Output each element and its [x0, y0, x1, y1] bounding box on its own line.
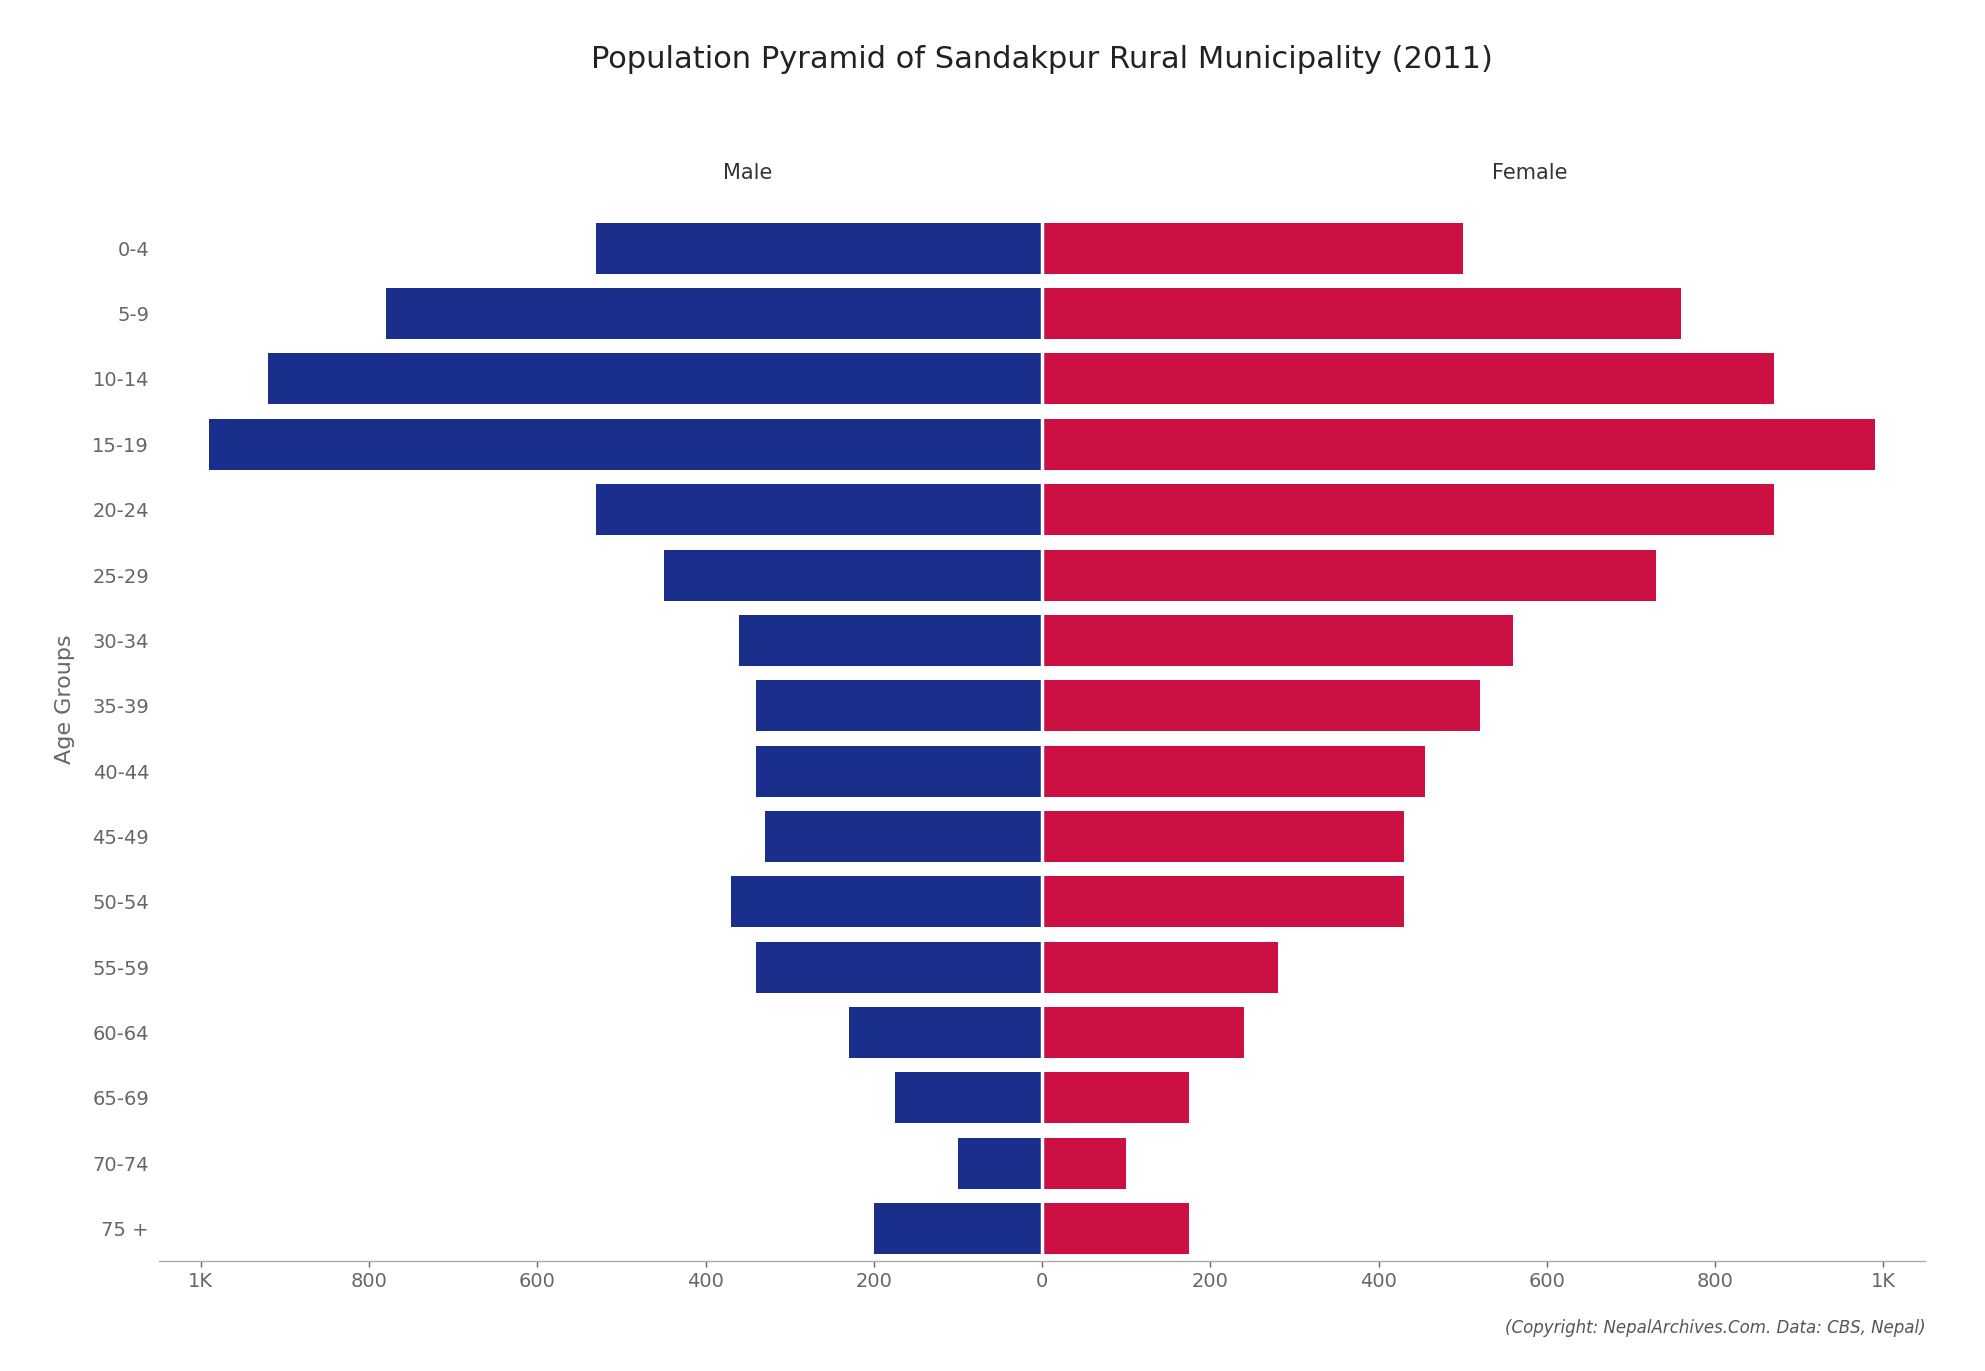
Bar	[873, 1204, 1042, 1254]
Bar	[730, 876, 1042, 927]
Bar	[1042, 812, 1403, 862]
Bar	[756, 746, 1042, 797]
Bar	[385, 288, 1042, 339]
Bar	[1042, 1138, 1125, 1189]
Bar	[1042, 418, 1876, 470]
Bar	[1042, 680, 1479, 731]
Bar	[1042, 354, 1775, 404]
Bar	[1042, 876, 1403, 927]
Bar	[1042, 550, 1655, 600]
Text: Male: Male	[723, 163, 772, 184]
Bar	[1042, 1204, 1189, 1254]
Bar	[895, 1072, 1042, 1123]
Bar	[738, 614, 1042, 666]
Bar	[596, 484, 1042, 535]
Bar	[1042, 746, 1425, 797]
Bar	[1042, 614, 1513, 666]
Text: (Copyright: NepalArchives.Com. Data: CBS, Nepal): (Copyright: NepalArchives.Com. Data: CBS…	[1505, 1319, 1925, 1337]
Y-axis label: Age Groups: Age Groups	[56, 635, 75, 764]
Title: Population Pyramid of Sandakpur Rural Municipality (2011): Population Pyramid of Sandakpur Rural Mu…	[592, 45, 1493, 74]
Bar	[756, 680, 1042, 731]
Text: Female: Female	[1493, 163, 1568, 184]
Bar	[208, 418, 1042, 470]
Bar	[1042, 1008, 1245, 1058]
Bar	[596, 222, 1042, 274]
Bar	[663, 550, 1042, 600]
Bar	[756, 942, 1042, 993]
Bar	[1042, 1072, 1189, 1123]
Bar	[1042, 942, 1278, 993]
Bar	[1042, 288, 1681, 339]
Bar	[764, 812, 1042, 862]
Bar	[959, 1138, 1042, 1189]
Bar	[1042, 484, 1775, 535]
Bar	[268, 354, 1042, 404]
Bar	[1042, 222, 1463, 274]
Bar	[850, 1008, 1042, 1058]
